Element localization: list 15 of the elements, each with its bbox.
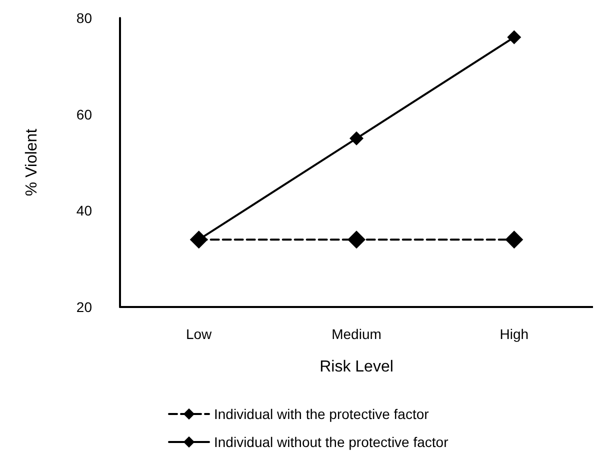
y-axis-title: % Violent	[24, 128, 40, 196]
x-tick-label: Medium	[332, 326, 382, 342]
y-tick-label: 80	[76, 10, 92, 26]
legend-label: Individual without the protective factor	[214, 434, 449, 450]
x-tick-label: Low	[186, 326, 213, 342]
point	[348, 230, 366, 249]
point	[505, 230, 524, 249]
x-tick-label: High	[500, 326, 529, 342]
point	[507, 30, 522, 44]
y-tick-label: 20	[76, 299, 92, 315]
y-tick-label: 40	[76, 202, 92, 219]
x-axis-title: Risk Level	[320, 358, 394, 376]
legend-label: Individual with the protective factor	[214, 406, 430, 422]
y-tick-label: 60	[76, 106, 92, 122]
point	[350, 131, 364, 146]
